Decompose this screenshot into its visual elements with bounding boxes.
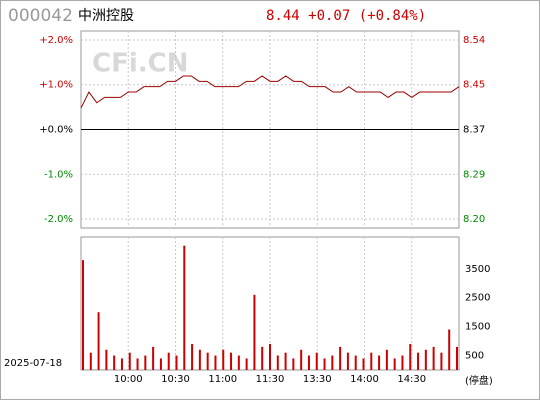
volume-bar [456, 346, 458, 370]
y-tick-label: +0.0% [39, 125, 73, 136]
x-tick-label: 10:00 [114, 374, 143, 385]
volume-bar [237, 355, 240, 370]
volume-bar [284, 352, 287, 370]
note: (停盘) [465, 374, 493, 387]
stock-code: 000042 [8, 6, 73, 26]
volume-bar [354, 355, 357, 370]
volume-bar [120, 358, 123, 370]
watermark: CFi.CN [92, 49, 188, 79]
date: 2025-07-18 [4, 358, 62, 369]
volume-bar [253, 294, 256, 370]
volume-bar [269, 343, 271, 370]
y-tick-label: 500 [465, 351, 484, 362]
y-tick-label: +1.0% [39, 80, 73, 91]
volume-bar [417, 352, 420, 370]
y2-tick-label: 8.37 [463, 125, 485, 136]
volume-bar [401, 355, 404, 370]
volume-bar [307, 355, 310, 370]
volume-bar [331, 355, 334, 370]
price-line [80, 75, 460, 109]
volume-bar [432, 346, 435, 370]
volume-bar [175, 355, 178, 370]
y-tick-label: 1500 [465, 322, 490, 333]
volume-bar [159, 358, 162, 370]
y-tick-label: -2.0% [44, 214, 73, 225]
volume-bar [183, 245, 186, 370]
volume-bar [393, 358, 396, 370]
volume-bar [167, 352, 170, 370]
volume-bar [448, 329, 451, 370]
volume-bar [315, 352, 318, 370]
x-tick-label: 13:30 [303, 374, 332, 385]
x-tick-label: 10:30 [161, 374, 190, 385]
y-tick-label: -1.0% [44, 169, 73, 180]
volume-bar [370, 352, 373, 370]
volume-bar [198, 349, 201, 370]
volume-bar [346, 352, 349, 370]
volume-bar [245, 358, 248, 370]
volume-bar [105, 349, 108, 370]
volume-bar [128, 352, 131, 370]
volume-bar [261, 346, 264, 370]
volume-bar [409, 343, 412, 370]
volume-bar [440, 352, 443, 370]
x-tick-label: 11:30 [256, 374, 285, 385]
volume-bar [362, 358, 365, 370]
volume-bar [222, 349, 225, 370]
volume-bar [82, 260, 84, 370]
x-tick-label: 14:00 [350, 374, 379, 385]
volume-bar [97, 312, 100, 370]
volume-bar [191, 343, 194, 370]
x-tick-label: 14:30 [397, 374, 426, 385]
volume-bar [339, 346, 342, 370]
y-tick-label: 3500 [465, 264, 490, 275]
y2-tick-label: 8.54 [463, 35, 485, 46]
volume-bar [230, 352, 233, 370]
y-tick-label: +2.0% [39, 35, 73, 46]
volume-bar [214, 355, 217, 370]
y2-tick-label: 8.20 [463, 214, 485, 225]
volume-bar [323, 358, 326, 370]
volume-bar [424, 349, 427, 370]
volume-bar [206, 352, 209, 370]
volume-bar [378, 355, 381, 370]
volume-bar [144, 355, 147, 370]
stock-name: 中洲控股 [78, 8, 134, 24]
volume-bar [89, 352, 92, 370]
y2-tick-label: 8.45 [463, 80, 485, 91]
volume-bar [113, 355, 116, 370]
volume-bar [292, 358, 295, 370]
quote: 8.44 +0.07 (+0.84%) [266, 8, 426, 24]
volume-bar [136, 358, 139, 370]
y-tick-label: 2500 [465, 293, 490, 304]
y2-tick-label: 8.29 [463, 169, 485, 180]
volume-bar [300, 349, 303, 370]
x-tick-label: 11:00 [208, 374, 237, 385]
volume-bar [385, 349, 388, 370]
volume-bar [152, 346, 155, 370]
volume-bar [276, 355, 279, 370]
